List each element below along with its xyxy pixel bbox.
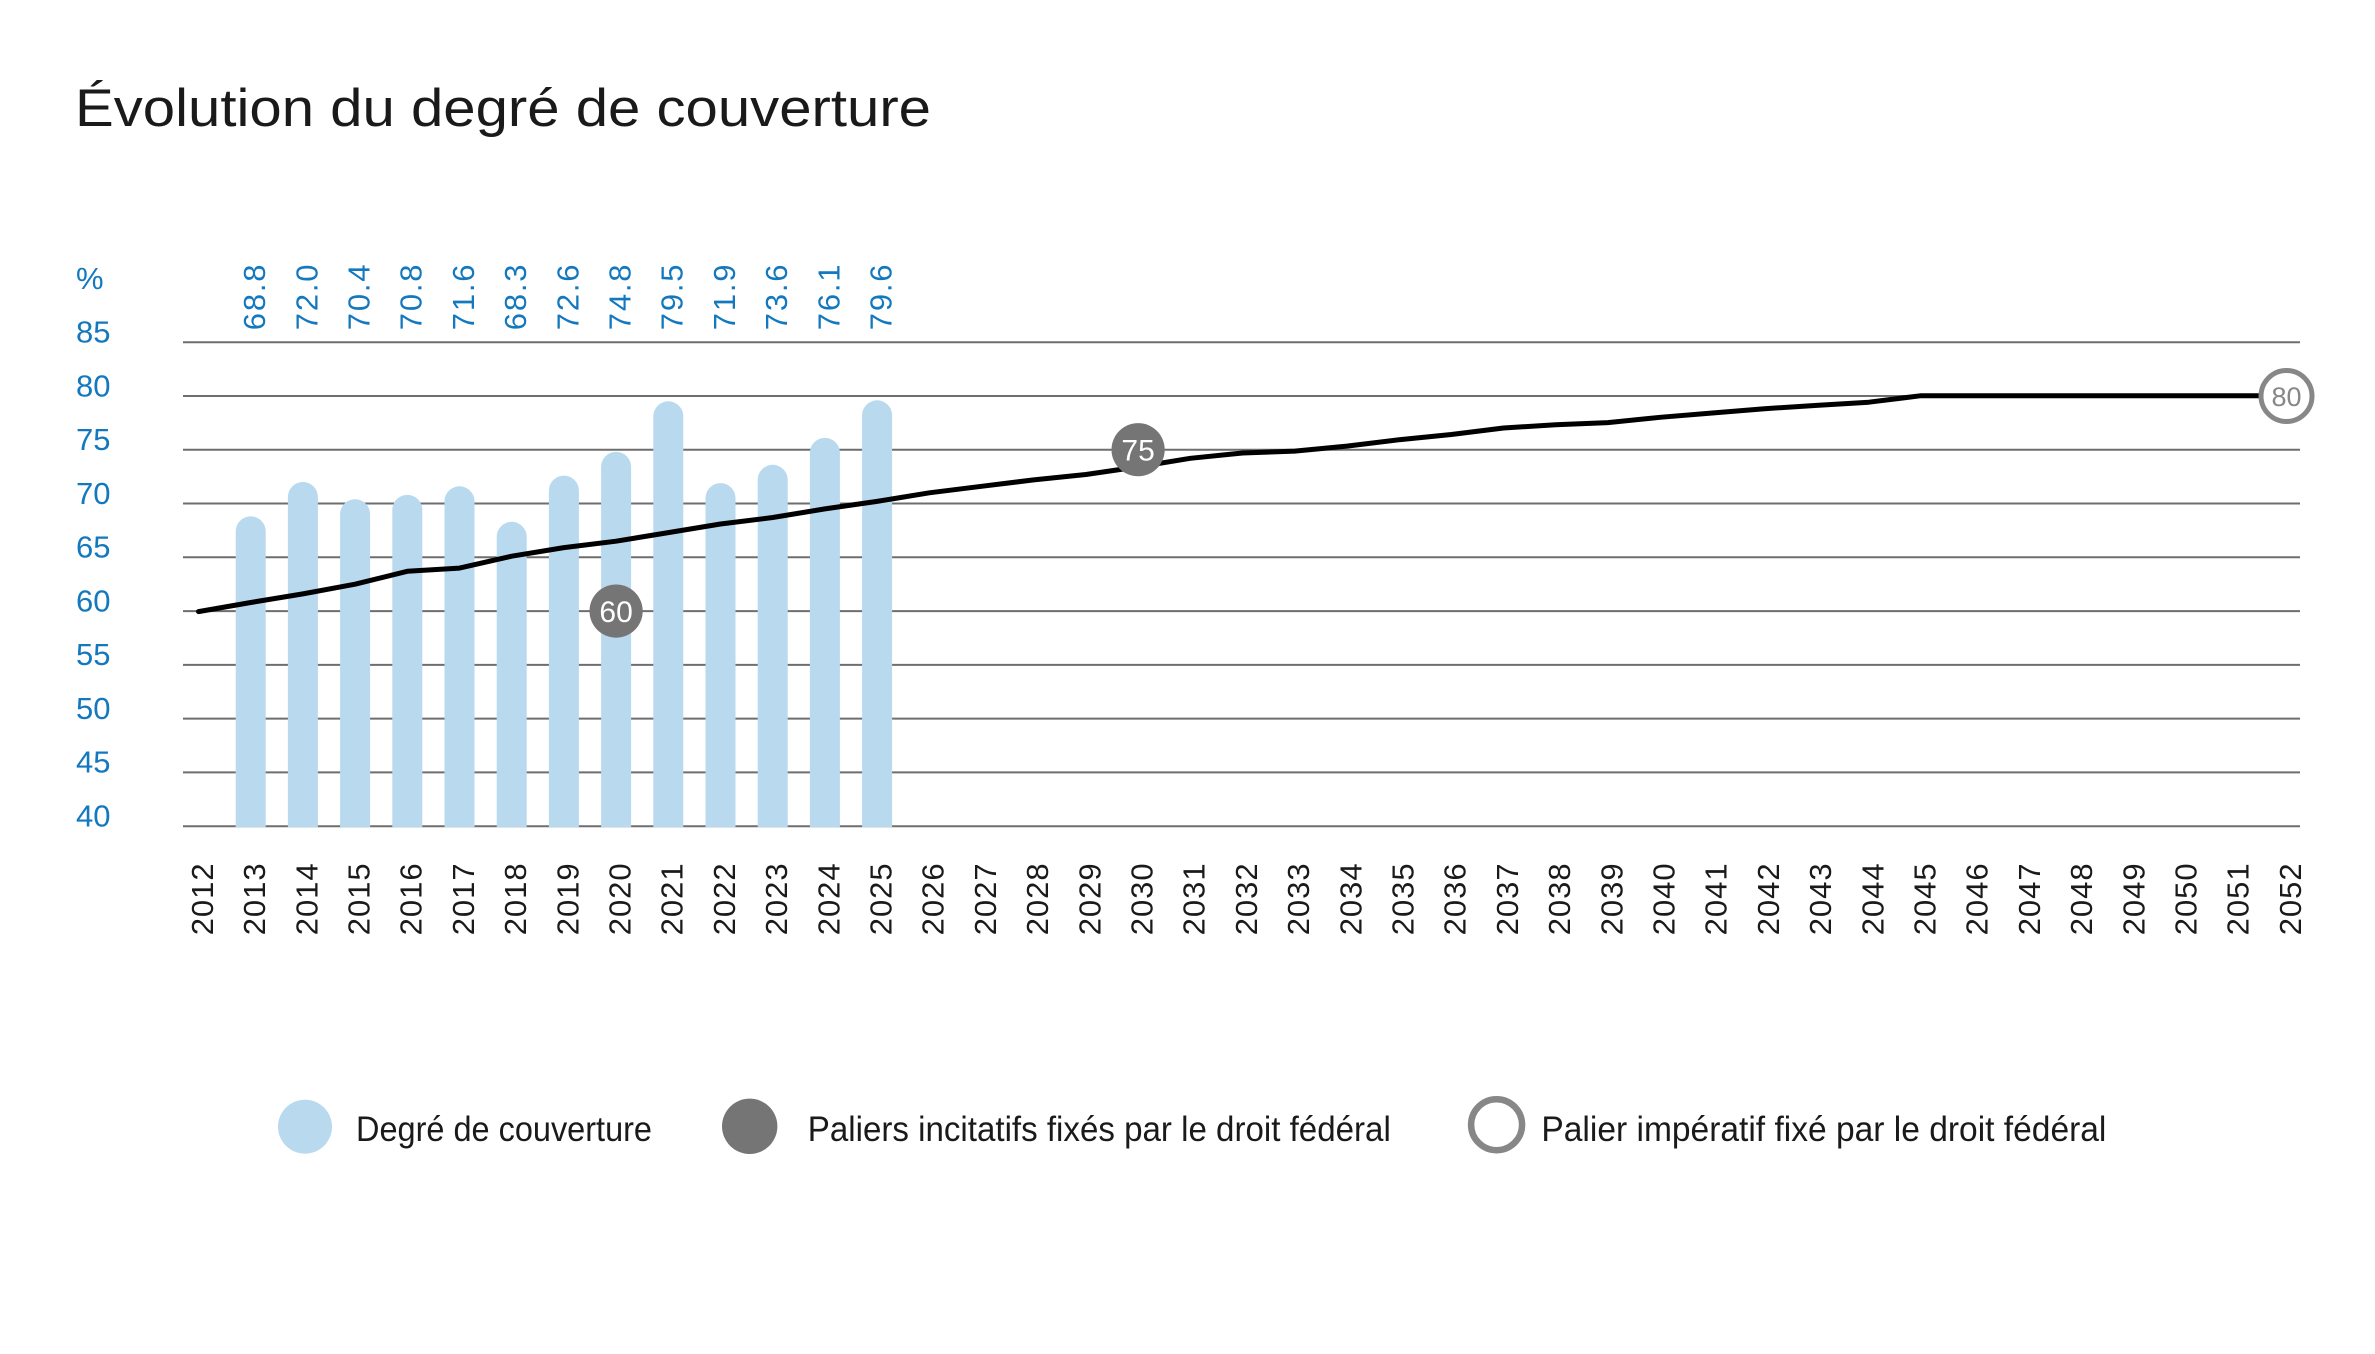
svg-text:76.1: 76.1: [811, 263, 846, 331]
svg-text:2050: 2050: [2169, 862, 2204, 935]
svg-text:75: 75: [1121, 435, 1154, 468]
svg-text:71.6: 71.6: [446, 263, 481, 331]
svg-text:2039: 2039: [1594, 862, 1629, 935]
svg-text:Palier impératif fixé par le d: Palier impératif fixé par le droit fédér…: [1541, 1110, 2106, 1149]
svg-text:2017: 2017: [446, 862, 481, 935]
svg-text:2033: 2033: [1281, 862, 1316, 935]
svg-text:2045: 2045: [1908, 862, 1943, 935]
svg-text:73.6: 73.6: [759, 263, 794, 331]
svg-text:2013: 2013: [237, 862, 272, 935]
svg-text:75: 75: [76, 422, 110, 457]
svg-text:71.9: 71.9: [707, 263, 742, 331]
svg-text:80: 80: [2271, 382, 2301, 412]
svg-text:2052: 2052: [2273, 862, 2308, 935]
svg-text:50: 50: [76, 691, 110, 726]
svg-text:70: 70: [76, 476, 110, 511]
svg-text:2043: 2043: [1803, 862, 1838, 935]
svg-text:Évolution du degré de couvertu: Évolution du degré de couverture: [75, 79, 931, 138]
svg-text:2031: 2031: [1177, 862, 1212, 935]
svg-text:2040: 2040: [1647, 862, 1682, 935]
svg-text:2032: 2032: [1229, 862, 1264, 935]
svg-text:2028: 2028: [1020, 862, 1055, 935]
svg-text:2030: 2030: [1125, 862, 1160, 935]
svg-text:2020: 2020: [603, 862, 638, 935]
svg-text:2024: 2024: [811, 862, 846, 935]
svg-text:45: 45: [76, 745, 110, 780]
svg-text:2047: 2047: [2012, 862, 2047, 935]
svg-text:2019: 2019: [550, 862, 585, 935]
svg-text:72.6: 72.6: [550, 263, 585, 331]
svg-text:85: 85: [76, 315, 110, 350]
svg-text:2048: 2048: [2064, 862, 2099, 935]
svg-text:70.8: 70.8: [394, 263, 429, 331]
svg-text:80: 80: [76, 368, 110, 403]
svg-text:2049: 2049: [2116, 862, 2151, 935]
svg-text:72.0: 72.0: [289, 263, 324, 331]
svg-text:2044: 2044: [1855, 862, 1890, 935]
svg-text:2041: 2041: [1699, 862, 1734, 935]
svg-text:2046: 2046: [1960, 862, 1995, 935]
svg-text:2036: 2036: [1438, 862, 1473, 935]
svg-text:2034: 2034: [1333, 862, 1368, 935]
svg-text:2035: 2035: [1386, 862, 1421, 935]
svg-text:74.8: 74.8: [603, 263, 638, 331]
svg-text:2029: 2029: [1072, 862, 1107, 935]
svg-text:Paliers incitatifs fixés par l: Paliers incitatifs fixés par le droit fé…: [808, 1110, 1391, 1149]
svg-text:55: 55: [76, 637, 110, 672]
svg-text:2025: 2025: [864, 862, 899, 935]
svg-text:79.5: 79.5: [655, 263, 690, 331]
svg-text:Degré de couverture: Degré de couverture: [356, 1110, 652, 1149]
svg-text:65: 65: [76, 530, 110, 565]
svg-text:2051: 2051: [2221, 862, 2256, 935]
svg-text:2027: 2027: [968, 862, 1003, 935]
svg-text:60: 60: [599, 596, 632, 629]
svg-text:%: %: [76, 261, 104, 296]
svg-text:2026: 2026: [916, 862, 951, 935]
svg-text:68.3: 68.3: [498, 263, 533, 331]
svg-text:40: 40: [76, 799, 110, 834]
svg-text:2021: 2021: [655, 862, 690, 935]
svg-text:2038: 2038: [1542, 862, 1577, 935]
svg-text:2016: 2016: [394, 862, 429, 935]
svg-text:2014: 2014: [289, 862, 324, 935]
svg-text:2015: 2015: [342, 862, 377, 935]
svg-text:2012: 2012: [185, 862, 220, 935]
svg-text:68.8: 68.8: [237, 263, 272, 331]
svg-text:2023: 2023: [759, 862, 794, 935]
svg-text:79.6: 79.6: [864, 263, 899, 331]
svg-text:2042: 2042: [1751, 862, 1786, 935]
svg-text:2037: 2037: [1490, 862, 1525, 935]
svg-text:70.4: 70.4: [342, 263, 377, 331]
svg-text:2022: 2022: [707, 862, 742, 935]
svg-text:2018: 2018: [498, 862, 533, 935]
svg-text:60: 60: [76, 583, 110, 618]
